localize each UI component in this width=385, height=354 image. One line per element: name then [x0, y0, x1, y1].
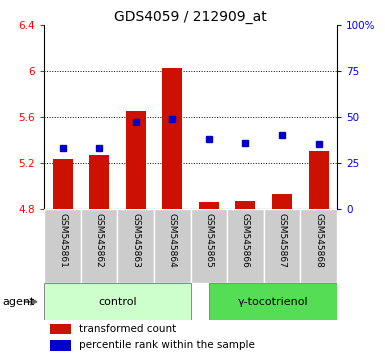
Bar: [272, 194, 292, 209]
Text: transformed count: transformed count: [79, 324, 177, 334]
Bar: [50, 340, 70, 350]
Text: GSM545867: GSM545867: [278, 212, 286, 268]
Bar: [44, 283, 191, 320]
Bar: [162, 69, 182, 209]
Text: γ-tocotrienol: γ-tocotrienol: [238, 297, 308, 307]
Bar: [300, 209, 337, 283]
Text: percentile rank within the sample: percentile rank within the sample: [79, 340, 255, 350]
Text: agent: agent: [2, 297, 34, 307]
Bar: [264, 209, 300, 283]
Title: GDS4059 / 212909_at: GDS4059 / 212909_at: [114, 10, 267, 24]
Bar: [227, 209, 264, 283]
Text: GSM545866: GSM545866: [241, 212, 250, 268]
Bar: [235, 201, 256, 209]
Bar: [117, 209, 154, 283]
Text: GSM545861: GSM545861: [58, 212, 67, 268]
Bar: [209, 283, 337, 320]
Bar: [44, 209, 81, 283]
Text: GSM545863: GSM545863: [131, 212, 140, 268]
Text: GSM545862: GSM545862: [95, 212, 104, 267]
Text: GSM545868: GSM545868: [314, 212, 323, 268]
Text: GSM545864: GSM545864: [168, 212, 177, 267]
Bar: [50, 324, 70, 335]
Bar: [89, 155, 109, 209]
Bar: [52, 159, 73, 209]
Text: control: control: [98, 297, 137, 307]
Bar: [154, 209, 191, 283]
Bar: [308, 151, 329, 209]
Text: GSM545865: GSM545865: [204, 212, 213, 268]
Bar: [126, 111, 146, 209]
Bar: [81, 209, 117, 283]
Bar: [191, 209, 227, 283]
Bar: [199, 202, 219, 209]
